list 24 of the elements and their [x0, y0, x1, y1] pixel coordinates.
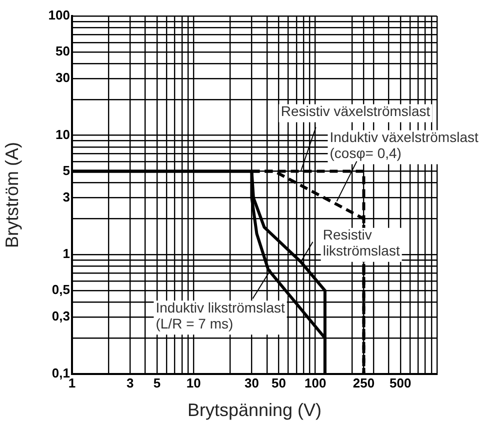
x-tick-label: 10 [186, 375, 201, 390]
x-axis-title: Brytspänning (V) [187, 400, 322, 420]
annotation: Induktiv likströmslast (L/R = 7 ms) [156, 299, 285, 332]
x-tick-label: 250 [352, 375, 375, 390]
annotation: Resistiv växelströmslast [280, 103, 430, 120]
y-axis-title: Brytström (A) [2, 142, 22, 248]
y-tick-label: 0,3 [52, 308, 70, 324]
y-tick-label: 100 [48, 8, 70, 23]
annotation: Induktiv växelströmslast (cosφ= 0,4) [330, 129, 478, 162]
y-tick-label: 5 [62, 162, 70, 178]
y-tick-label: 0,5 [52, 282, 70, 298]
y-tick-label: 50 [56, 44, 70, 58]
x-tick-label: 5 [153, 375, 161, 390]
annotation: Resistiv likströmslast [322, 226, 400, 259]
x-tick-label: 30 [244, 375, 259, 390]
y-tick-label: 0,1 [52, 366, 70, 381]
x-tick-label: 100 [304, 375, 326, 390]
y-tick-label: 3 [62, 189, 70, 204]
y-tick-label: 30 [56, 70, 70, 85]
x-tick-label: 3 [126, 375, 134, 390]
y-tick-label: 1 [62, 246, 70, 262]
y-tick-label: 10 [56, 126, 70, 142]
x-tick-label: 50 [271, 375, 286, 390]
x-tick-label: 500 [390, 375, 412, 390]
